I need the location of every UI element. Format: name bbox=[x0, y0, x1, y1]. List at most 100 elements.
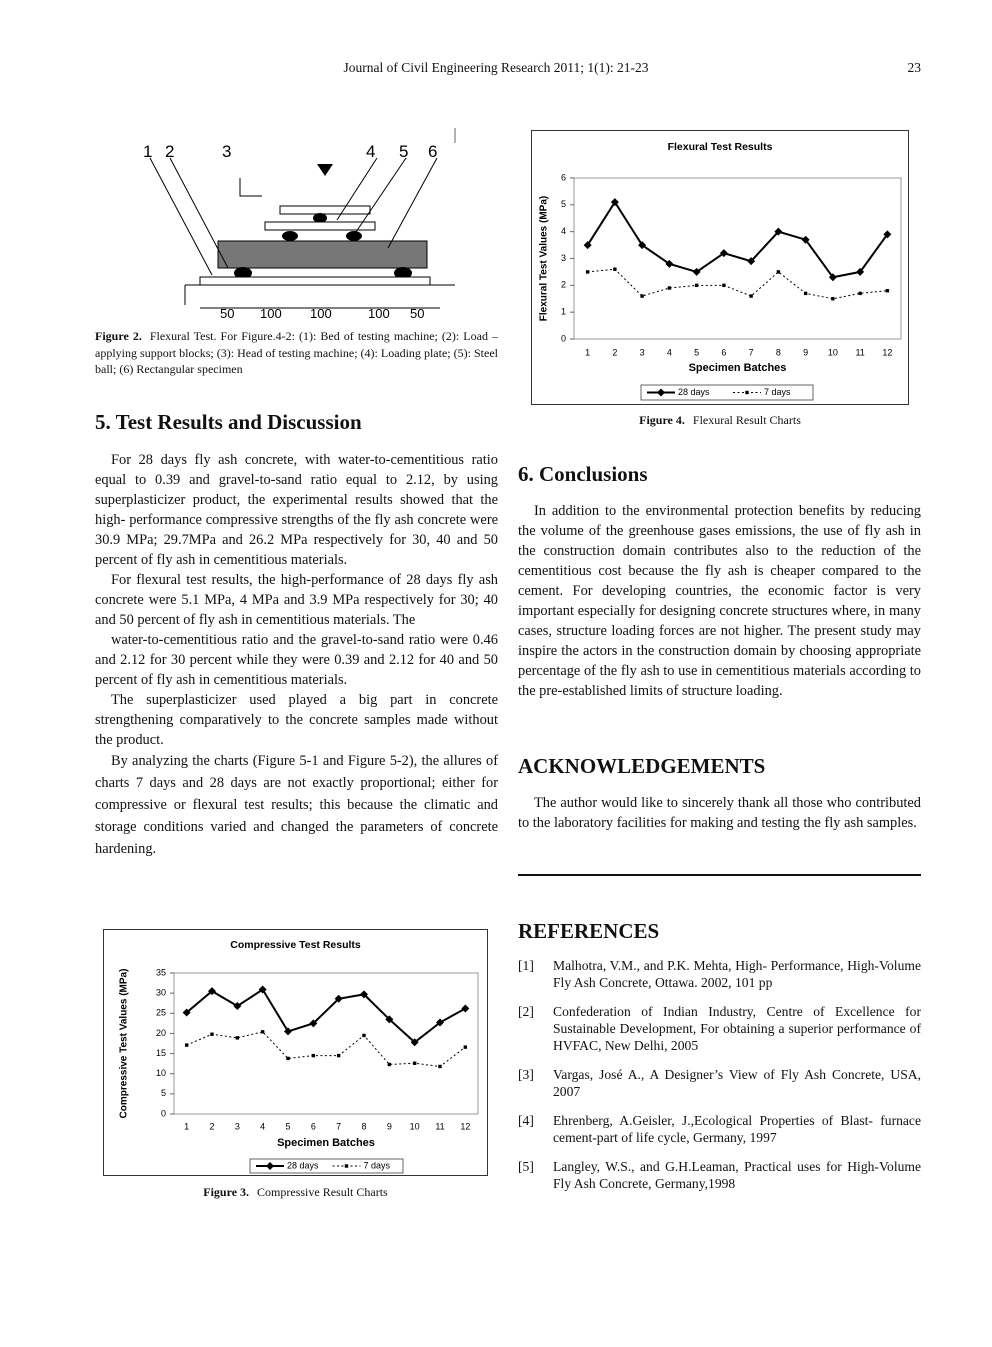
running-header: Journal of Civil Engineering Research 20… bbox=[343, 60, 649, 75]
x-tick-label: 4 bbox=[260, 1121, 265, 1131]
paragraph: For 28 days fly ash concrete, with water… bbox=[95, 452, 498, 568]
data-point bbox=[385, 1015, 394, 1024]
paragraph: The author would like to sincerely thank… bbox=[518, 795, 921, 831]
y-tick-label: 4 bbox=[561, 226, 566, 236]
data-point bbox=[334, 994, 343, 1003]
ref-text: Vargas, José A., A Designer’s View of Fl… bbox=[553, 1067, 921, 1099]
caption-text: Flexural Test. For Figure.4-2: (1): Bed … bbox=[95, 329, 498, 376]
data-point bbox=[336, 1053, 341, 1058]
caption-label: Figure 3. bbox=[203, 1185, 250, 1199]
data-point bbox=[638, 241, 647, 250]
legend-marker bbox=[745, 390, 749, 395]
y-tick-label: 2 bbox=[561, 280, 566, 290]
data-point bbox=[360, 990, 368, 999]
diagram-label: 6 bbox=[428, 142, 437, 161]
x-tick-label: 9 bbox=[387, 1121, 392, 1131]
data-point bbox=[436, 1018, 444, 1027]
data-point bbox=[722, 283, 726, 288]
y-axis-label: Flexural Test Values (MPa) bbox=[539, 196, 550, 321]
page-number: 23 bbox=[907, 60, 922, 75]
y-tick-label: 0 bbox=[561, 333, 566, 343]
legend-marker bbox=[344, 1164, 349, 1168]
x-tick-label: 9 bbox=[803, 347, 808, 357]
support-block bbox=[264, 221, 376, 231]
section-heading: ACKNOWLEDGEMENTS bbox=[518, 754, 766, 778]
section-heading: 6. Conclusions bbox=[518, 462, 648, 486]
y-tick-label: 6 bbox=[561, 172, 566, 182]
data-point bbox=[613, 267, 617, 271]
y-tick-label: 30 bbox=[156, 988, 166, 998]
dimension-label: 100 bbox=[260, 306, 282, 321]
x-tick-label: 5 bbox=[285, 1121, 290, 1131]
figure3-caption: Figure 3. Compressive Result Charts bbox=[103, 1184, 488, 1201]
data-point bbox=[585, 270, 590, 274]
legend-marker bbox=[266, 1162, 274, 1170]
caption-text: Flexural Result Charts bbox=[692, 413, 801, 427]
diagram-label: 3 bbox=[222, 142, 231, 161]
leader bbox=[336, 157, 378, 221]
section-body: For 28 days fly ash concrete, with water… bbox=[95, 450, 498, 860]
data-point bbox=[749, 294, 753, 298]
data-point bbox=[184, 1043, 189, 1047]
diagram-label: 2 bbox=[165, 142, 174, 161]
series-line bbox=[186, 988, 466, 1044]
data-point bbox=[233, 1002, 242, 1011]
paragraph: water-to-cementitious ratio and the grav… bbox=[95, 632, 498, 688]
data-point bbox=[258, 985, 267, 994]
data-point bbox=[774, 227, 783, 236]
x-axis-label: Specimen Batches bbox=[689, 362, 787, 374]
dimension-label: 50 bbox=[410, 306, 424, 321]
data-point bbox=[883, 230, 892, 239]
diagram-label: 4 bbox=[366, 142, 375, 161]
section-body: The author would like to sincerely thank… bbox=[518, 793, 921, 833]
loading-plate bbox=[279, 205, 371, 215]
reference: [5] Langley, W.S., and G.H.Leaman, Practi… bbox=[518, 1158, 921, 1192]
leader bbox=[355, 157, 407, 233]
figure4-caption: Figure 4. Flexural Result Charts bbox=[531, 412, 909, 429]
ref-text: Confederation of Indian Industry, Centre… bbox=[553, 1004, 921, 1053]
x-tick-label: 1 bbox=[184, 1121, 189, 1131]
x-tick-label: 11 bbox=[435, 1121, 444, 1131]
data-point bbox=[438, 1064, 442, 1069]
reference-list: [1] Malhotra, V.M., and P.K. Mehta, High-… bbox=[518, 957, 921, 1204]
plot-area bbox=[573, 177, 902, 340]
x-axis-label: Specimen Batches bbox=[277, 1137, 375, 1149]
x-tick-label: 6 bbox=[311, 1121, 316, 1131]
data-point bbox=[412, 1061, 417, 1065]
data-point bbox=[776, 270, 781, 274]
ref-num: [5] bbox=[518, 1159, 534, 1174]
data-point bbox=[828, 273, 837, 282]
caption-label: Figure 4. bbox=[639, 413, 685, 427]
support-ball bbox=[234, 267, 252, 279]
figure2-caption: Figure 2. Flexural Test. For Figure.4-2: … bbox=[95, 328, 498, 378]
legend-label: 7 days bbox=[764, 387, 791, 397]
ref-text: Ehrenberg, A.Geisler, J.,Ecological Prop… bbox=[553, 1113, 921, 1145]
x-tick-label: 11 bbox=[855, 347, 864, 357]
x-tick-label: 10 bbox=[828, 347, 838, 357]
caption-text: Compressive Result Charts bbox=[257, 1185, 388, 1199]
paragraph: In addition to the environmental protect… bbox=[518, 503, 921, 699]
section-body: In addition to the environmental protect… bbox=[518, 501, 921, 701]
steel-ball bbox=[313, 213, 327, 223]
reference: [2] Confederation of Indian Industry, Cen… bbox=[518, 1003, 921, 1054]
data-point bbox=[210, 1032, 214, 1036]
ref-num: [2] bbox=[518, 1004, 534, 1019]
caption-label: Figure 2. bbox=[95, 329, 142, 343]
leader bbox=[387, 157, 438, 249]
steel-ball bbox=[346, 231, 362, 241]
data-point bbox=[665, 259, 674, 268]
y-tick-label: 5 bbox=[161, 1088, 166, 1098]
legend-box bbox=[249, 1158, 404, 1174]
x-tick-label: 6 bbox=[721, 347, 726, 357]
plot-area bbox=[173, 972, 479, 1115]
y-tick-label: 10 bbox=[156, 1068, 166, 1078]
paragraph: The superplasticizer used played a big p… bbox=[95, 692, 498, 748]
dimension-label: 100 bbox=[310, 306, 332, 321]
data-point bbox=[583, 241, 592, 250]
y-tick-label: 15 bbox=[156, 1048, 166, 1058]
x-tick-label: 7 bbox=[749, 347, 754, 357]
data-point bbox=[235, 1036, 240, 1040]
